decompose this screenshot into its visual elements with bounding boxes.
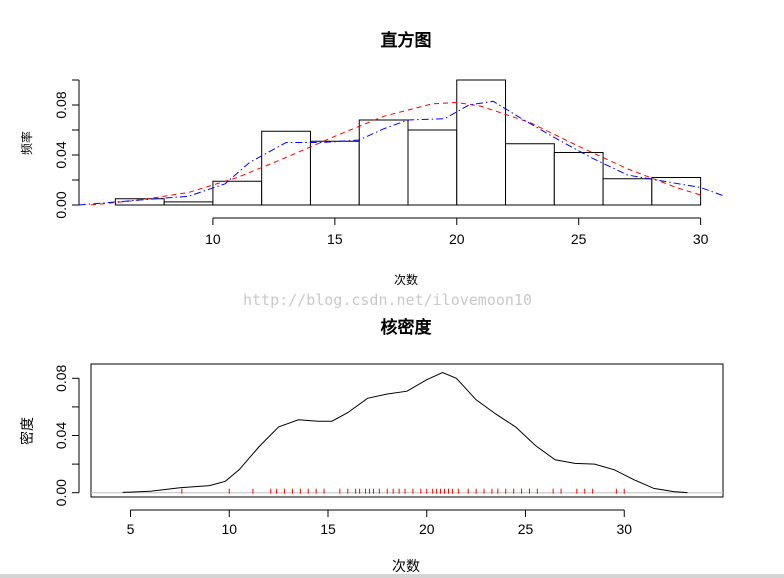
density-x-axis-label: 次数	[392, 559, 420, 575]
histogram-x-axis: 10 15 20 25 30	[205, 217, 709, 247]
histogram-y-tick-label-0: 0.00	[53, 191, 69, 218]
histogram-y-axis: 0.00 0.04 0.08	[53, 79, 80, 219]
histogram-density-curves	[78, 100, 726, 206]
density-x-tick-label-3: 20	[419, 521, 435, 537]
density-y-axis-label: 密度	[19, 417, 36, 445]
histogram-bars	[114, 79, 702, 206]
histogram-y-tick-label-1: 0.04	[53, 141, 69, 168]
histogram-bar-1	[163, 201, 214, 206]
histogram-bar-6	[407, 129, 458, 206]
density-y-tick-label-0: 0.00	[53, 479, 69, 506]
histogram-x-axis-label: 次数	[394, 272, 418, 287]
density-x-tick-label-5: 30	[616, 521, 632, 537]
histogram-y-tick-label-2: 0.08	[53, 91, 69, 118]
density-curve	[122, 372, 688, 494]
histogram-bar-9	[553, 152, 604, 206]
histogram-bar-7	[456, 79, 507, 206]
histogram-x-tick-label-4: 30	[693, 231, 709, 247]
window-bottom-edge	[0, 574, 784, 578]
histogram-series-line-1	[78, 100, 726, 206]
density-x-tick-label-0: 5	[127, 521, 135, 537]
histogram-bar-8	[505, 143, 555, 206]
histogram-bar-2	[212, 180, 263, 206]
histogram-bar-4	[309, 140, 360, 206]
histogram-x-tick-label-3: 25	[571, 231, 587, 247]
histogram-y-axis-label: 频率	[19, 131, 34, 155]
histogram-x-tick-label-1: 15	[327, 231, 343, 247]
density-x-tick-label-2: 15	[320, 521, 336, 537]
density-y-axis: 0.00 0.04 0.08	[53, 364, 80, 506]
histogram-x-tick-label-2: 20	[449, 231, 465, 247]
watermark: http://blog.csdn.net/ilovemoon10	[243, 291, 532, 309]
histogram-title: 直方图	[381, 30, 432, 51]
histogram-bar-11	[651, 177, 702, 206]
histogram-x-tick-label-0: 10	[205, 231, 221, 247]
density-x-axis: 5 10 15 20 25 30	[127, 509, 632, 537]
density-y-tick-label-1: 0.04	[53, 422, 69, 449]
density-title: 核密度	[381, 317, 433, 338]
density-x-tick-label-1: 10	[221, 521, 237, 537]
density-panel: 核密度 5 10 15 20 25 30 0.00 0.04 0.08 次数 密度	[19, 317, 724, 575]
histogram-bar-10	[602, 178, 653, 206]
density-plot-box	[90, 363, 724, 498]
density-y-tick-label-2: 0.08	[53, 364, 69, 391]
density-series-line-0	[122, 372, 688, 494]
density-rug	[91, 488, 723, 494]
histogram-bar-5	[358, 119, 409, 206]
density-x-tick-label-4: 25	[518, 521, 534, 537]
histogram-panel: 直方图 10 15 20 25 30 0.00 0.04 0.08 次数 频率	[19, 30, 726, 287]
